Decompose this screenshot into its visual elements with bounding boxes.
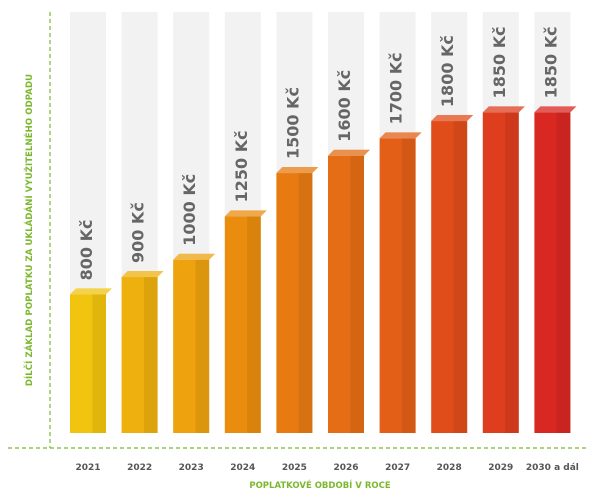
bar [534,106,577,434]
bar-value-label: 900 Kč [129,202,148,263]
x-tick-label: 2021 [75,463,100,473]
x-tick-label: 2027 [385,463,410,473]
bar [276,167,319,434]
bar [431,115,474,433]
x-tick-label: 2029 [488,463,513,473]
x-tick-label: 2030 a dál [526,463,579,473]
bar-value-label: 800 Kč [77,220,96,281]
x-tick-label: 2026 [333,463,358,473]
bar-value-label: 1800 Kč [438,35,457,107]
x-tick-labels: 2021 2022 2023 2024 2025 2026 2027 2028 2029 2030… [75,463,578,473]
value-labels: 800 Kč 900 Kč 1000 Kč 1250 Kč 1500 Kč 1600 Kč… [77,26,560,280]
bar [173,253,216,433]
bar [482,106,525,434]
x-tick-label: 2023 [179,463,204,473]
bar-value-label: 1850 Kč [541,26,560,98]
bars [70,106,577,434]
x-tick-label: 2024 [230,463,255,473]
bar-value-label: 1850 Kč [490,26,509,98]
x-tick-label: 2028 [437,463,462,473]
bar-value-label: 1250 Kč [232,130,251,202]
y-axis-label: DÍLČÍ ZÁKLAD POPLATKU ZA UKLÁDÁNÍ VYUŽIT… [25,73,35,387]
bar [70,288,112,433]
bar [224,210,267,433]
x-tick-label: 2025 [282,463,307,473]
bar [328,149,370,433]
x-tick-label: 2022 [127,463,152,473]
bar-value-label: 1500 Kč [283,87,302,159]
bar [121,271,164,433]
x-axis-label: POPLATKOVÉ OBDOBÍ V ROCE [249,481,391,491]
bar-value-label: 1600 Kč [335,70,354,142]
bar-value-label: 1700 Kč [387,52,406,124]
bar [379,132,422,433]
bar-value-label: 1000 Kč [180,174,199,246]
